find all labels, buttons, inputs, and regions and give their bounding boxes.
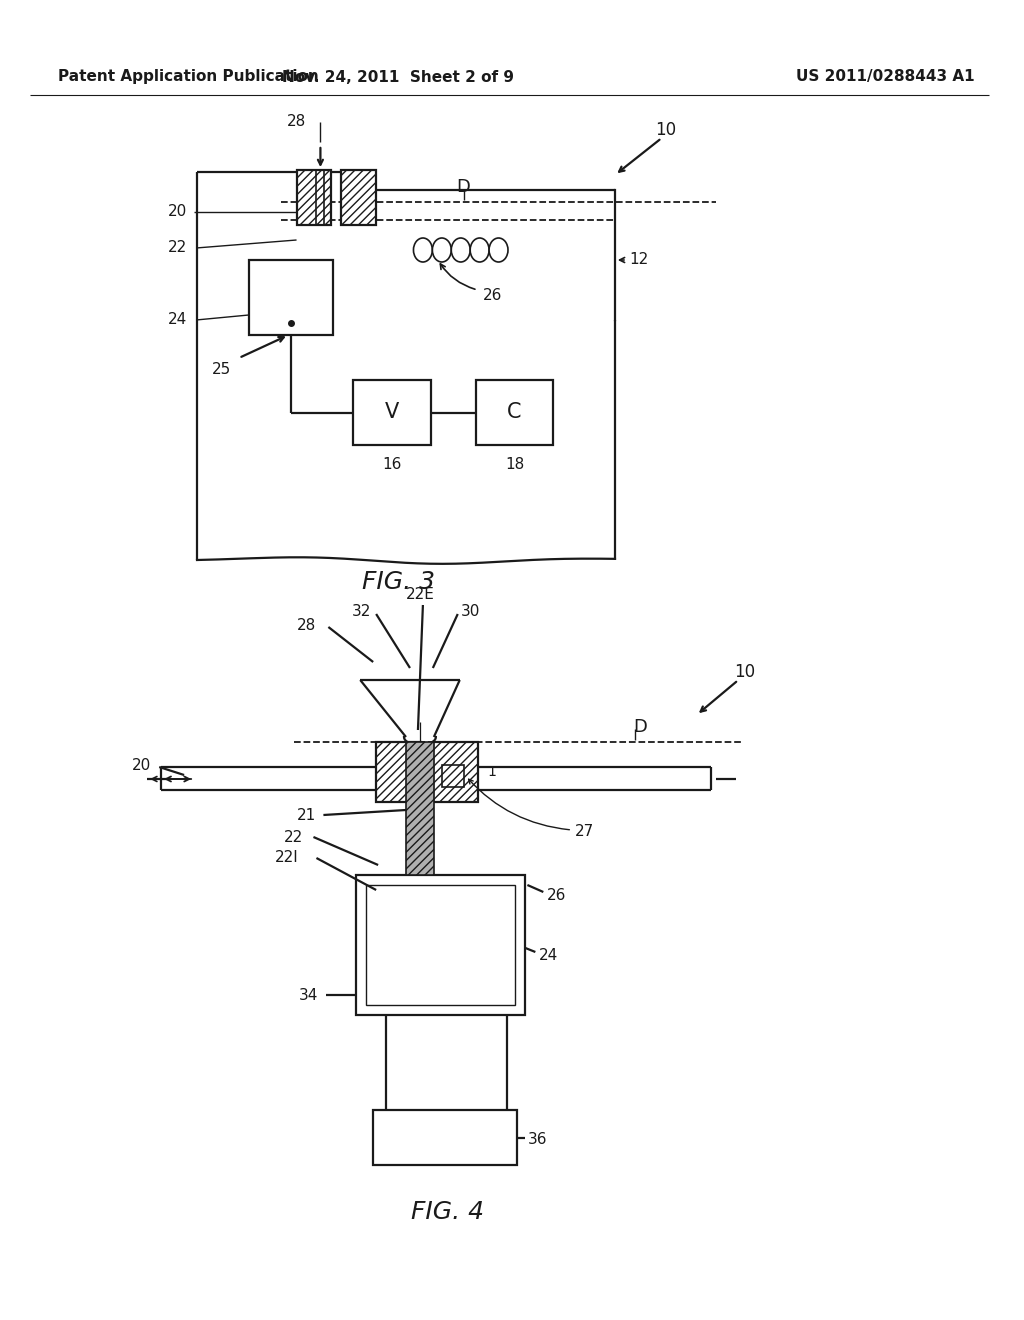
Text: 21: 21 — [297, 808, 316, 822]
Text: 12: 12 — [629, 252, 648, 268]
Text: 1: 1 — [487, 766, 497, 779]
Text: US 2011/0288443 A1: US 2011/0288443 A1 — [796, 70, 975, 84]
Text: 36: 36 — [527, 1133, 547, 1147]
Bar — [341, 170, 376, 224]
Text: 25: 25 — [212, 363, 231, 378]
Bar — [433, 742, 477, 803]
Ellipse shape — [452, 238, 470, 261]
Ellipse shape — [414, 238, 432, 261]
Text: FIG. 3: FIG. 3 — [361, 570, 434, 594]
Bar — [373, 1110, 517, 1166]
Bar — [406, 742, 434, 875]
Bar — [367, 884, 515, 1005]
Bar — [297, 170, 332, 224]
Text: 32: 32 — [352, 605, 371, 619]
Text: V: V — [385, 403, 399, 422]
Text: 26: 26 — [482, 288, 502, 302]
Text: 28: 28 — [297, 618, 316, 632]
Text: D: D — [456, 178, 470, 195]
Bar — [441, 766, 464, 787]
Text: 16: 16 — [382, 457, 401, 473]
Bar — [356, 875, 525, 1015]
Text: 27: 27 — [575, 825, 594, 840]
Text: 30: 30 — [461, 605, 480, 619]
Text: 18: 18 — [505, 457, 524, 473]
Text: FIG. 4: FIG. 4 — [412, 1200, 484, 1224]
Text: C: C — [507, 403, 521, 422]
Text: 20: 20 — [168, 205, 187, 219]
Ellipse shape — [489, 238, 508, 261]
Text: 20: 20 — [132, 758, 152, 772]
Ellipse shape — [470, 238, 489, 261]
Text: 28: 28 — [287, 115, 306, 129]
Text: Patent Application Publication: Patent Application Publication — [57, 70, 318, 84]
Bar — [249, 260, 334, 335]
Text: 10: 10 — [654, 121, 676, 139]
Text: Nov. 24, 2011  Sheet 2 of 9: Nov. 24, 2011 Sheet 2 of 9 — [282, 70, 514, 84]
Text: 24: 24 — [168, 313, 187, 327]
Text: 10: 10 — [734, 663, 756, 681]
Text: 34: 34 — [299, 987, 318, 1002]
Text: 22: 22 — [168, 240, 187, 256]
Text: 24: 24 — [540, 948, 558, 962]
Text: D: D — [633, 718, 647, 737]
Text: 22E: 22E — [406, 587, 434, 602]
Bar — [376, 742, 421, 803]
Text: 22I: 22I — [274, 850, 299, 866]
Bar — [353, 380, 431, 445]
Bar — [476, 380, 553, 445]
Text: 22: 22 — [285, 829, 303, 845]
Ellipse shape — [432, 238, 452, 261]
Text: 26: 26 — [547, 887, 566, 903]
